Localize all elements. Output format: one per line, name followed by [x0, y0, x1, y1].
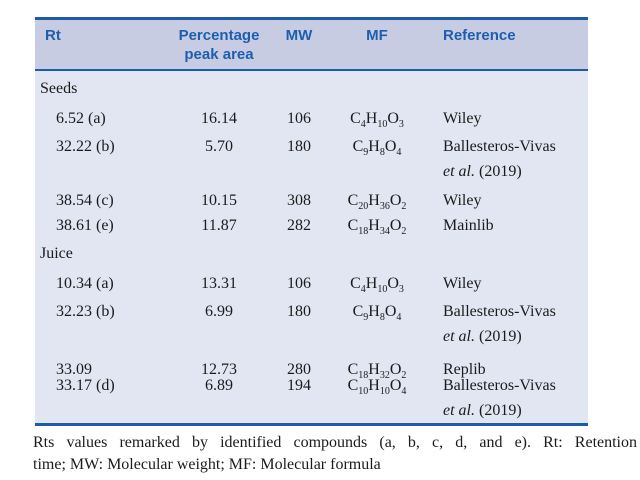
mf-cell: C4H10O3 [335, 106, 419, 131]
rt-cell: 6.52 (a) [56, 110, 106, 127]
mf-cell: C20H36O2 [335, 188, 419, 213]
table-row: 6.52 (a) 16.14 106 C4H10O3 Wiley [35, 106, 588, 131]
molecular-formula: C9H8O4 [352, 138, 402, 158]
reference-cell: Wiley [443, 192, 482, 209]
mw-cell: 106 [287, 110, 311, 127]
reference-cell: Ballesteros-Vivas et al. (2019) [419, 299, 588, 349]
reference-line2: et al. (2019) [443, 402, 522, 419]
rt-cell: 32.22 (b) [56, 138, 115, 155]
table-row: 33.09 12.73 280 C18H32O2 Replib [35, 357, 588, 382]
mw-cell: 280 [287, 361, 311, 378]
mf-cell: C4H10O3 [335, 271, 419, 296]
rt-cell: 33.09 [56, 361, 92, 378]
mw-cell: 106 [287, 275, 311, 292]
reference-cell: Replib [443, 361, 486, 378]
section-label-seeds: Seeds [40, 80, 78, 97]
table-footnote: Rts values remarked by identified compou… [33, 432, 637, 476]
pct-cell: 16.14 [201, 110, 237, 127]
compounds-table: Rt Percentage peak area MW MF Reference … [35, 17, 588, 426]
pct-cell: 12.73 [201, 361, 237, 378]
pct-cell: 6.89 [205, 377, 233, 394]
reference-line2: et al. (2019) [443, 328, 522, 345]
molecular-formula: C4H10O3 [350, 110, 404, 130]
reference-cell: Ballesteros-Vivas et al. (2019) [419, 134, 588, 184]
table-row: 33.17 (d) 6.89 194 C10H10O4 Ballesteros-… [35, 373, 588, 423]
molecular-formula: C4H10O3 [350, 275, 404, 295]
rt-cell: 32.23 (b) [56, 303, 115, 320]
pct-cell: 10.15 [201, 192, 237, 209]
footnote-line2: time; MW: Molecular weight; MF: Molecula… [33, 456, 381, 473]
molecular-formula: C9H8O4 [352, 303, 402, 323]
molecular-formula: C20H36O2 [347, 192, 407, 212]
molecular-formula: C10H10O4 [347, 377, 407, 397]
rt-cell: 33.17 (d) [56, 377, 115, 394]
reference-cell: Mainlib [443, 217, 494, 234]
table-row: 32.23 (b) 6.99 180 C9H8O4 Ballesteros-Vi… [35, 299, 588, 349]
table-row: 38.54 (c) 10.15 308 C20H36O2 Wiley [35, 188, 588, 213]
mw-cell: 180 [287, 303, 311, 320]
col-header-mw: MW [285, 27, 313, 44]
rt-cell: 38.61 (e) [56, 217, 114, 234]
mf-cell: C9H8O4 [335, 134, 419, 159]
mw-cell: 180 [287, 138, 311, 155]
reference-cell: Ballesteros-Vivas et al. (2019) [419, 373, 588, 423]
mw-cell: 282 [287, 217, 311, 234]
reference-line2: et al. (2019) [443, 163, 522, 180]
footnote-line1: Rts values remarked by identified compou… [33, 434, 637, 451]
reference-cell: Wiley [443, 275, 482, 292]
col-header-mf: MF [366, 27, 388, 44]
molecular-formula: C18H32O2 [347, 361, 407, 381]
rt-cell: 38.54 (c) [56, 192, 114, 209]
mf-cell: C9H8O4 [335, 299, 419, 324]
col-header-rt: Rt [45, 27, 61, 44]
table-header: Rt Percentage peak area MW MF Reference [35, 17, 588, 71]
col-header-percentage-peak-area: Percentage peak area [178, 27, 260, 63]
mf-cell: C18H32O2 [335, 357, 419, 382]
pct-cell: 6.99 [205, 303, 233, 320]
section-label-juice: Juice [40, 245, 73, 262]
mw-cell: 308 [287, 192, 311, 209]
pct-cell: 13.31 [201, 275, 237, 292]
table-row: 38.61 (e) 11.87 282 C18H34O2 Mainlib [35, 213, 588, 238]
molecular-formula: C18H34O2 [347, 217, 407, 237]
header-row: Rt Percentage peak area MW MF Reference [35, 26, 588, 64]
mf-cell: C18H34O2 [335, 213, 419, 238]
col-header-reference: Reference [443, 27, 516, 44]
mf-cell: C10H10O4 [335, 373, 419, 398]
rt-cell: 10.34 (a) [56, 275, 114, 292]
page: Rt Percentage peak area MW MF Reference … [0, 17, 640, 480]
table-row: 32.22 (b) 5.70 180 C9H8O4 Ballesteros-Vi… [35, 134, 588, 184]
reference-cell: Wiley [443, 110, 482, 127]
pct-cell: 5.70 [205, 138, 233, 155]
mw-cell: 194 [287, 377, 311, 394]
pct-cell: 11.87 [201, 217, 237, 234]
table-body: Seeds 6.52 (a) 16.14 106 C4H10O3 Wiley 3… [35, 71, 588, 426]
table-row: 10.34 (a) 13.31 106 C4H10O3 Wiley [35, 271, 588, 296]
